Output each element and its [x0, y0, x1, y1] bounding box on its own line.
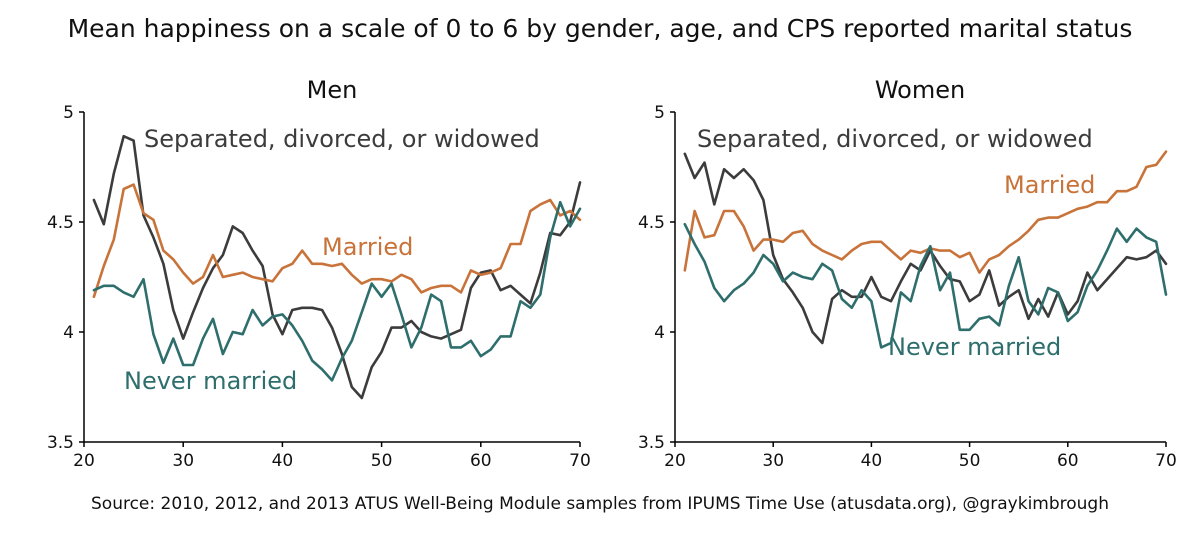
- women-x-tick-label: 20: [664, 451, 686, 471]
- women-x-tick-label: 30: [762, 451, 784, 471]
- men-line-married: [92, 183, 582, 299]
- men-series-label-married: Married: [322, 233, 413, 261]
- women-line-married: [683, 150, 1168, 274]
- women-x-tick-label: 70: [1155, 451, 1177, 471]
- men-y-tick-label: 3.5: [47, 433, 74, 453]
- men-x-tick-label: 70: [569, 451, 591, 471]
- women-x-tick-label: 60: [1057, 451, 1079, 471]
- men-x-tick-label: 30: [172, 451, 194, 471]
- women-line-never: [683, 222, 1168, 349]
- women-series-label-married: Married: [1004, 171, 1095, 199]
- women-y-tick-label: 5: [654, 103, 665, 123]
- women-series-label-never: Never married: [888, 333, 1061, 361]
- men-y-tick-label: 4.5: [47, 213, 74, 233]
- women-x-tick-label: 50: [959, 451, 981, 471]
- men-y-tick-label: 5: [63, 103, 74, 123]
- source-note: Source: 2010, 2012, and 2013 ATUS Well-B…: [91, 494, 1109, 514]
- women-y-tick-label: 3.5: [638, 433, 665, 453]
- men-x-tick-label: 40: [272, 451, 294, 471]
- men-x-tick-label: 20: [73, 451, 95, 471]
- men-x-tick-label: 60: [470, 451, 492, 471]
- women-line-sdw: [683, 152, 1168, 345]
- women-y-tick-label: 4: [654, 323, 665, 343]
- women-y-tick-label: 4.5: [638, 213, 665, 233]
- men-line-never: [92, 200, 582, 382]
- men-x-tick-label: 50: [371, 451, 393, 471]
- chart-title: Mean happiness on a scale of 0 to 6 by g…: [67, 14, 1133, 43]
- women-x-tick-label: 40: [861, 451, 883, 471]
- women-series-label-sdw: Separated, divorced, or widowed: [697, 125, 1093, 153]
- men-series-label-sdw: Separated, divorced, or widowed: [144, 125, 540, 153]
- men-y-tick-label: 4: [63, 323, 74, 343]
- men-series-label-never: Never married: [124, 367, 297, 395]
- women-panel-title: Women: [875, 76, 965, 104]
- men-line-sdw: [92, 134, 582, 400]
- men-panel-title: Men: [307, 76, 358, 104]
